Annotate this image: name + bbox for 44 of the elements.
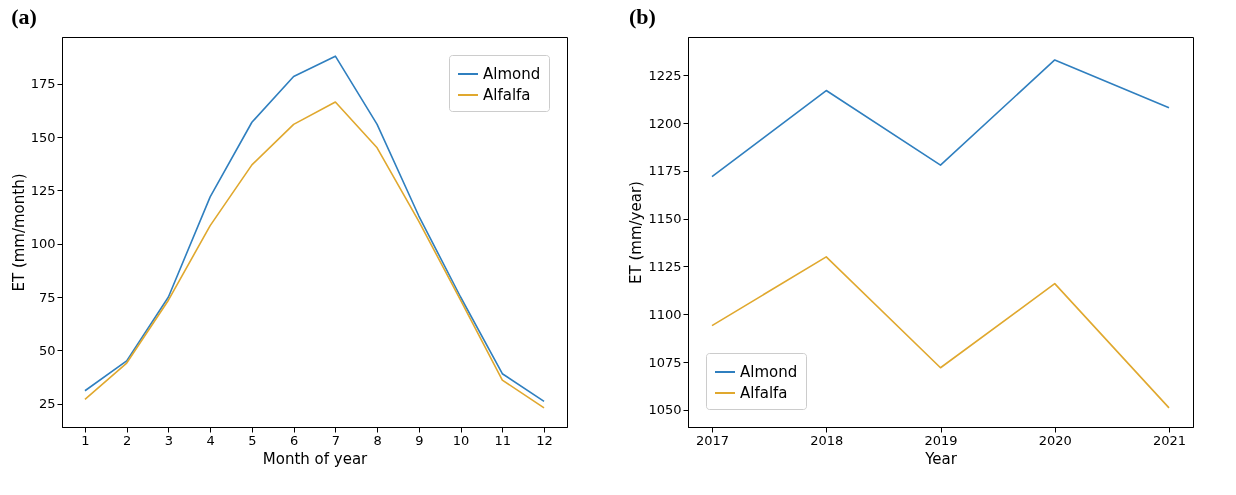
y-tick-label: 1225 [648,67,682,83]
y-tick-label: 150 [30,129,56,145]
y-axis-title: ET (mm/month) [9,173,28,292]
x-tick-label: 8 [373,432,382,448]
chart-title: (b) [628,4,656,29]
x-tick-label: 2 [123,432,132,448]
y-tick-label: 100 [30,236,56,252]
x-tick-label: 7 [331,432,341,448]
x-tick-label: 2021 [1152,432,1187,448]
x-tick-label: 2018 [810,432,844,448]
y-tick-label: 50 [38,342,56,358]
legend-label: Almond [483,65,541,83]
legend-label: Almond [740,363,798,381]
x-tick-label: 11 [494,432,512,448]
x-tick-label: 4 [206,432,215,448]
y-tick-label: 1125 [648,258,682,274]
y-tick-label: 1150 [648,211,682,227]
y-tick-label: 175 [30,76,56,92]
y-tick-label: 1050 [648,402,682,418]
line-series [711,256,1170,409]
x-tick-label: 6 [289,432,299,448]
x-tick-label: 2020 [1038,432,1072,448]
y-tick-label: 1200 [648,115,682,131]
x-tick-label: 2019 [924,432,958,448]
y-tick-label: 75 [38,289,56,305]
x-tick-label: 9 [415,432,424,448]
x-tick-label: 10 [452,432,470,448]
y-axis-title: ET (mm/year) [627,181,646,284]
chart-title: (a) [11,4,37,29]
x-axis-title: Month of year [262,449,369,468]
legend-label: Alfalfa [740,384,788,402]
y-tick-label: 1100 [648,306,682,322]
x-tick-label: 2017 [695,432,730,448]
line-series [711,59,1170,178]
legend-label: Alfalfa [483,86,531,104]
x-tick-label: 3 [164,432,174,448]
y-tick-label: 125 [30,182,56,198]
x-axis-title: Year [924,449,958,468]
y-tick-label: 1175 [648,163,682,179]
x-tick-label: 1 [81,432,90,448]
y-tick-label: 25 [38,396,56,412]
x-tick-label: 12 [536,432,553,448]
x-tick-label: 5 [248,432,257,448]
y-tick-label: 1075 [648,354,682,370]
